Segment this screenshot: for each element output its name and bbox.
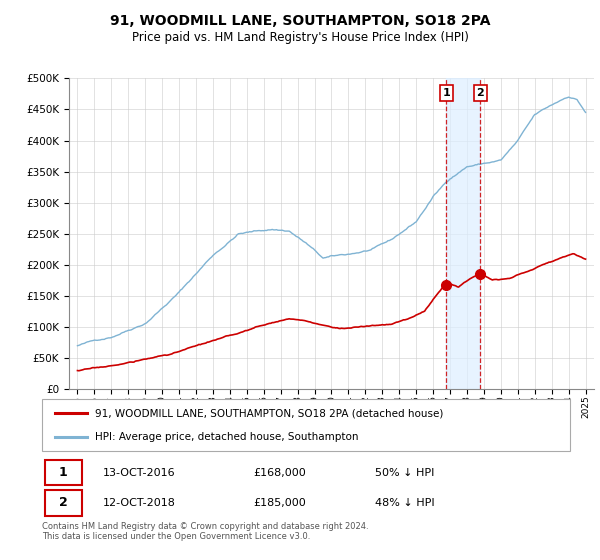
Text: 12-OCT-2018: 12-OCT-2018	[103, 498, 176, 508]
Text: Price paid vs. HM Land Registry's House Price Index (HPI): Price paid vs. HM Land Registry's House …	[131, 31, 469, 44]
Text: £168,000: £168,000	[253, 468, 306, 478]
FancyBboxPatch shape	[44, 490, 82, 516]
Text: Contains HM Land Registry data © Crown copyright and database right 2024.
This d: Contains HM Land Registry data © Crown c…	[42, 522, 368, 542]
Text: 2: 2	[476, 88, 484, 98]
Text: 13-OCT-2016: 13-OCT-2016	[103, 468, 175, 478]
Text: 91, WOODMILL LANE, SOUTHAMPTON, SO18 2PA (detached house): 91, WOODMILL LANE, SOUTHAMPTON, SO18 2PA…	[95, 408, 443, 418]
Text: 50% ↓ HPI: 50% ↓ HPI	[374, 468, 434, 478]
Text: HPI: Average price, detached house, Southampton: HPI: Average price, detached house, Sout…	[95, 432, 358, 442]
Text: 91, WOODMILL LANE, SOUTHAMPTON, SO18 2PA: 91, WOODMILL LANE, SOUTHAMPTON, SO18 2PA	[110, 14, 490, 28]
Text: 1: 1	[443, 88, 451, 98]
FancyBboxPatch shape	[44, 460, 82, 486]
Text: 1: 1	[59, 466, 67, 479]
Bar	[446, 78, 481, 389]
Text: £185,000: £185,000	[253, 498, 306, 508]
Text: 2: 2	[59, 496, 67, 510]
FancyBboxPatch shape	[42, 399, 570, 451]
Text: 48% ↓ HPI: 48% ↓ HPI	[374, 498, 434, 508]
